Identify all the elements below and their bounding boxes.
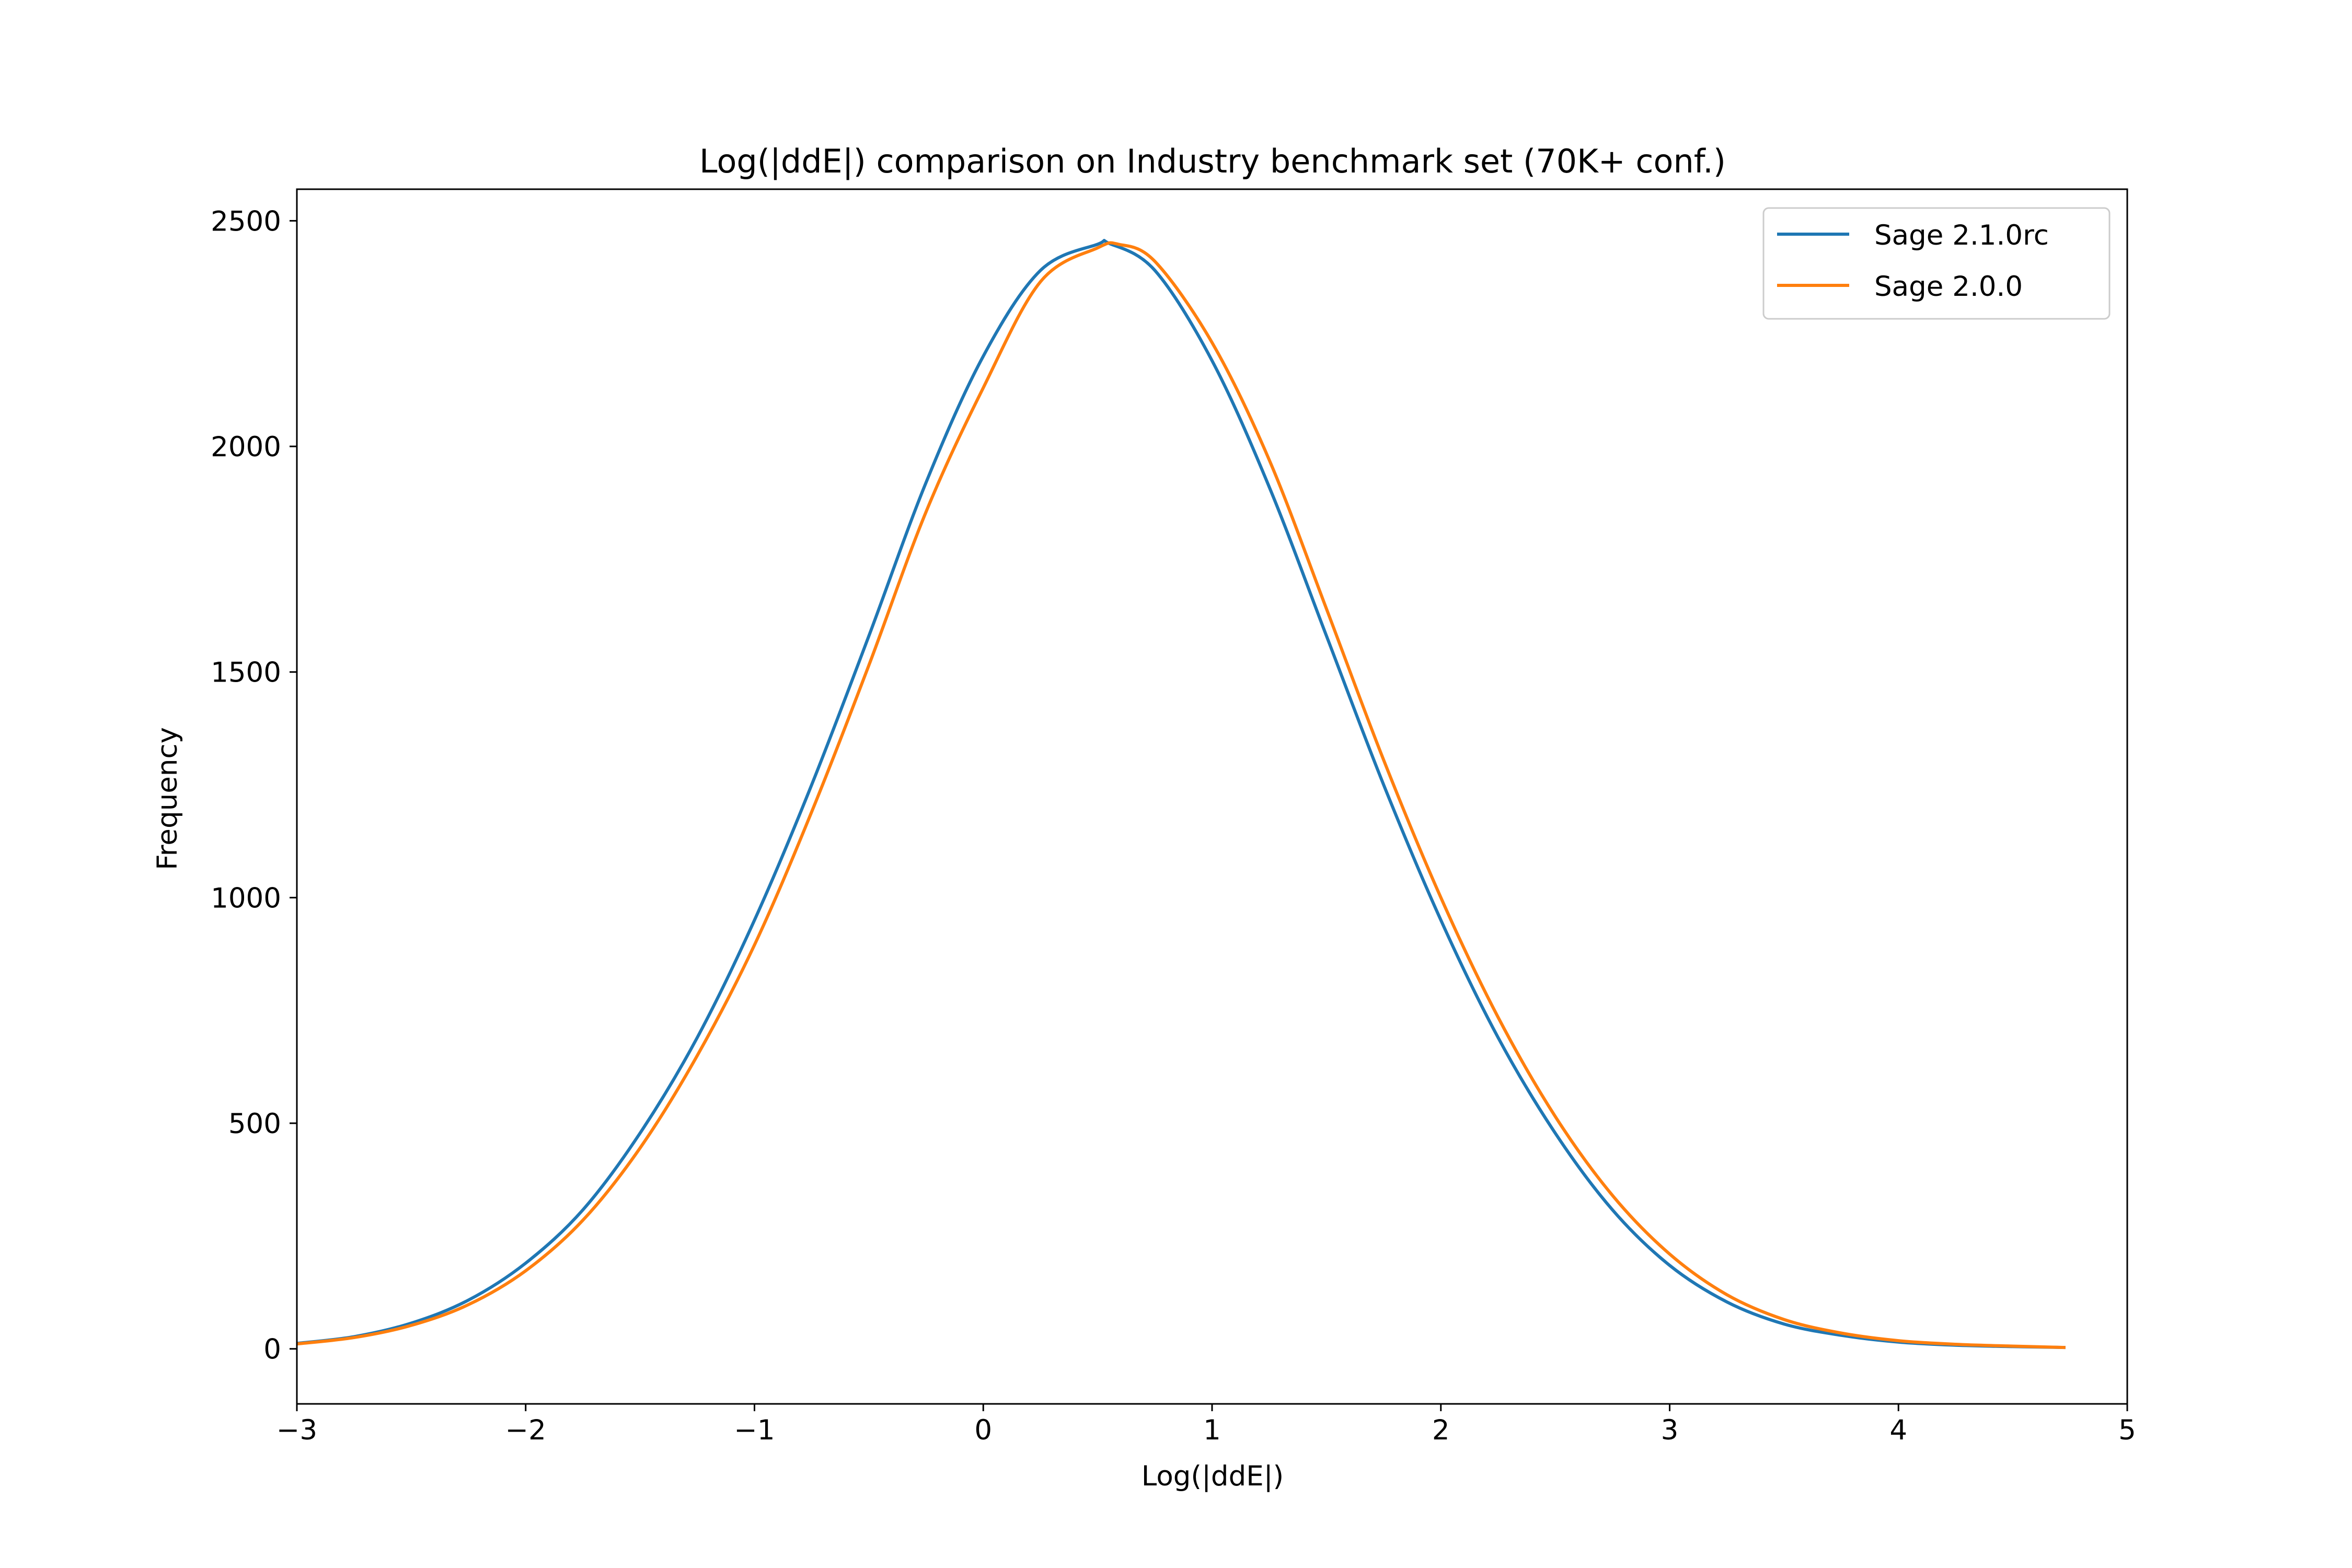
legend-box (1762, 207, 2111, 320)
x-tick-label: 0 (974, 1414, 992, 1446)
legend-label-series-1: Sage 2.1.0rc (1874, 220, 2049, 251)
series-line-2 (296, 241, 2066, 1350)
y-tick-label: 1000 (211, 882, 281, 914)
y-axis-label: Frequency (152, 727, 183, 870)
y-tick-label: 1500 (211, 657, 281, 689)
chart-title: Log(|ddE|) comparison on Industry benchm… (699, 142, 1726, 181)
legend-label-series-2: Sage 2.0.0 (1874, 271, 2023, 303)
y-tick-label: 2000 (211, 431, 281, 463)
x-tick-label: 4 (1889, 1414, 1907, 1446)
y-tick-label: 2500 (211, 205, 281, 237)
x-tick-label: −1 (734, 1414, 775, 1446)
series-layer (296, 239, 2066, 1350)
y-tick-label: 0 (263, 1334, 281, 1366)
x-tick-label: 5 (2118, 1414, 2136, 1446)
x-axis-ticks: −3 −2 −1 0 1 2 3 4 5 (276, 1404, 2136, 1446)
x-axis-label: Log(|ddE|) (1142, 1460, 1284, 1492)
x-tick-label: −3 (276, 1414, 317, 1446)
series-line-1 (296, 239, 2066, 1350)
y-axis-ticks: 0 500 1000 1500 2000 2500 (211, 205, 297, 1366)
y-tick-label: 500 (228, 1108, 281, 1140)
x-tick-label: 1 (1203, 1414, 1221, 1446)
x-tick-label: 3 (1661, 1414, 1679, 1446)
x-tick-label: −2 (505, 1414, 546, 1446)
legend: Sage 2.1.0rc Sage 2.0.0 (1762, 207, 2111, 320)
x-tick-label: 2 (1432, 1414, 1450, 1446)
